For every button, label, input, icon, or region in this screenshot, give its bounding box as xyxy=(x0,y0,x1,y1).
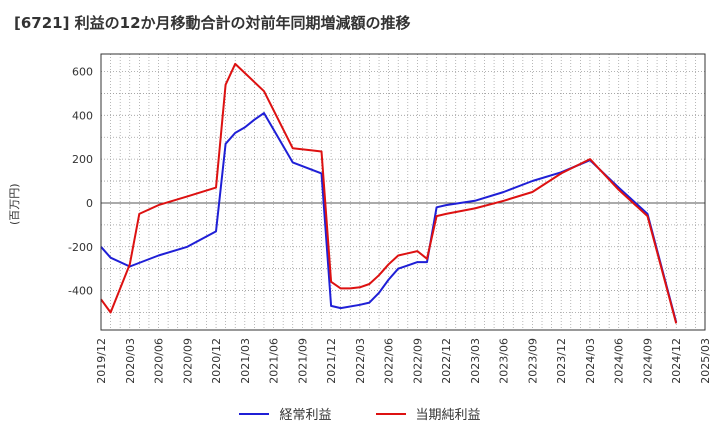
x-tick-label: 2022/03 xyxy=(354,338,367,384)
y-tick-label: -200 xyxy=(68,241,93,254)
x-tick-label: 2025/03 xyxy=(699,338,712,384)
legend: 経常利益 当期純利益 xyxy=(0,404,720,423)
legend-label-ordinary-profit: 経常利益 xyxy=(279,408,332,423)
y-tick-label: 600 xyxy=(72,66,93,79)
y-tick-label: 200 xyxy=(72,153,93,166)
x-tick-label: 2021/09 xyxy=(296,338,309,384)
y-tick-label: 0 xyxy=(86,197,93,210)
x-tick-label: 2024/12 xyxy=(670,338,683,384)
legend-swatch-blue xyxy=(239,412,270,415)
y-tick-label: -400 xyxy=(68,285,93,298)
series-line-ordinary-profit xyxy=(100,112,678,323)
x-tick-label: 2020/06 xyxy=(153,338,166,384)
legend-item-net-profit: 当期純利益 xyxy=(375,404,481,423)
x-tick-label: 2024/03 xyxy=(584,338,597,384)
x-tick-label: 2020/03 xyxy=(124,338,137,384)
legend-item-ordinary-profit: 経常利益 xyxy=(239,404,332,423)
chart-title: [6721] 利益の12か月移動合計の対前年同期増減額の推移 xyxy=(14,14,411,32)
legend-label-net-profit: 当期純利益 xyxy=(415,408,481,423)
legend-swatch-red xyxy=(375,412,406,415)
x-tick-label: 2019/12 xyxy=(95,338,108,384)
y-tick-label: 400 xyxy=(72,109,93,122)
x-tick-label: 2020/12 xyxy=(210,338,223,384)
x-tick-label: 2022/12 xyxy=(440,338,453,384)
x-tick-label: 2022/09 xyxy=(411,338,424,384)
x-tick-label: 2023/12 xyxy=(555,338,568,384)
x-tick-label: 2020/09 xyxy=(181,338,194,384)
x-tick-label: 2021/12 xyxy=(325,338,338,384)
x-tick-label: 2021/03 xyxy=(239,338,252,384)
x-tick-label: 2023/09 xyxy=(526,338,539,384)
x-tick-label: 2024/06 xyxy=(613,338,626,384)
plot-frame xyxy=(100,53,706,331)
x-tick-label: 2021/06 xyxy=(268,338,281,384)
x-tick-label: 2023/03 xyxy=(469,338,482,384)
x-tick-label: 2024/09 xyxy=(641,338,654,384)
x-tick-label: 2023/06 xyxy=(498,338,511,384)
x-tick-label: 2022/06 xyxy=(383,338,396,384)
series-line-net-profit xyxy=(100,62,678,324)
